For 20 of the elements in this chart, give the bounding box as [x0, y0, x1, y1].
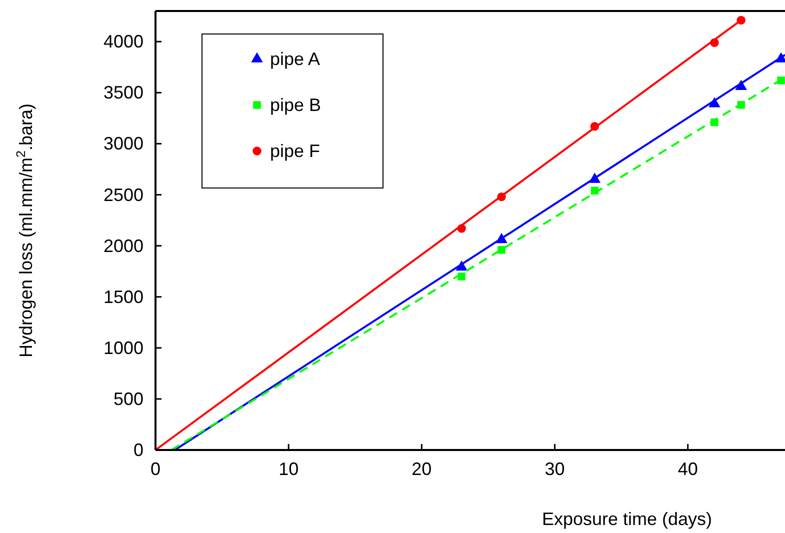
y-tick-label: 2500 — [103, 184, 144, 205]
legend-label: pipe F — [270, 141, 320, 161]
x-tick-label: 0 — [150, 459, 161, 479]
legend-label: pipe A — [270, 49, 320, 69]
legend-label: pipe B — [270, 95, 322, 115]
y-tick-label: 3500 — [103, 82, 144, 103]
point — [458, 272, 466, 280]
point — [498, 246, 506, 254]
x-tick-label: 30 — [544, 459, 565, 479]
y-tick-label: 3000 — [103, 134, 144, 154]
y-tick-label: 0 — [133, 440, 144, 460]
x-tick-label: 10 — [278, 459, 299, 479]
y-tick-label: 1500 — [103, 286, 144, 307]
x-axis-title: Exposure time (days) — [542, 509, 712, 529]
y-tick-label: 4000 — [103, 32, 144, 52]
y-tick-label: 2000 — [103, 236, 144, 256]
x-tick-label: 20 — [412, 459, 432, 479]
x-tick-label: 40 — [678, 459, 698, 479]
y-tick-label: 1000 — [103, 338, 144, 358]
y-tick-label: 500 — [113, 388, 144, 409]
